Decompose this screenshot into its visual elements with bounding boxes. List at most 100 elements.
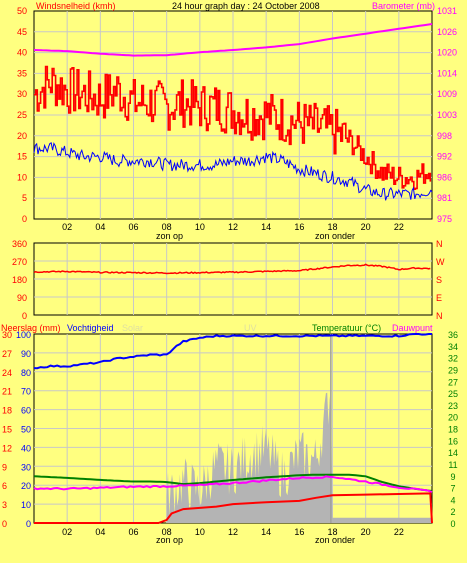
temperature-tick-label: 25 <box>448 389 458 399</box>
wind-x-tick-label: 16 <box>294 222 304 232</box>
wind-right-tick-label: 1020 <box>437 48 457 58</box>
climate-x-tick-label: 02 <box>62 527 72 537</box>
climate-x-ticks: 02 04 06 08 10 12 14 16 18 20 22 <box>62 527 404 537</box>
wind-x-tick-label: 22 <box>394 222 404 232</box>
wind-x-tick-label: 04 <box>95 222 105 232</box>
rain-line <box>34 492 433 524</box>
direction-left-tick-label: 90 <box>17 293 27 303</box>
rain-tick-label: 15 <box>2 425 12 435</box>
wind-right-tick-label: 992 <box>437 152 452 162</box>
direction-left-tick-label: 0 <box>22 311 27 321</box>
climate-x-tick-label: 18 <box>327 527 337 537</box>
wind-right-tick-label: 1014 <box>437 68 457 78</box>
climate-series <box>33 333 433 524</box>
wind-x-tick-label: 10 <box>195 222 205 232</box>
wind-left-tick-label: 45 <box>17 27 27 37</box>
wind-series <box>33 23 433 201</box>
wind-right-tick-label: 1031 <box>437 6 457 16</box>
wind-left-tick-label: 25 <box>17 110 27 120</box>
wind-right-tick-label: 1009 <box>437 89 457 99</box>
rain-tick-label: 12 <box>2 443 12 453</box>
wind-direction-line <box>33 263 431 275</box>
direction-right-tick-label: W <box>436 257 445 267</box>
direction-right-tick-label: E <box>436 293 442 303</box>
climate-x-tick-label: 14 <box>261 527 271 537</box>
temperature-tick-label: 20 <box>448 413 458 423</box>
climate-x-tick-label: 08 <box>162 527 172 537</box>
wind-speed-line <box>33 142 433 201</box>
wind-left-ticks: 0 5 10 15 20 25 30 35 40 45 50 <box>17 6 27 224</box>
rain-tick-label: 9 <box>2 462 7 472</box>
temperature-tick-label: 18 <box>448 425 458 435</box>
humidity-tick-label: 30 <box>21 462 31 472</box>
direction-left-tick-label: 270 <box>12 257 27 267</box>
humidity-tick-label: 10 <box>21 500 31 510</box>
humidity-tick-label: 80 <box>21 368 31 378</box>
wind-x-tick-label: 02 <box>62 222 72 232</box>
rain-tick-label: 18 <box>2 406 12 416</box>
uv-axis-label: UV <box>244 323 257 333</box>
humidity-tick-label: 0 <box>26 519 31 529</box>
solar-area <box>166 392 432 523</box>
climate-sunset-label: zon onder <box>315 535 355 545</box>
wind-x-tick-label: 12 <box>228 222 238 232</box>
climate-x-tick-label: 22 <box>394 527 404 537</box>
wind-x-tick-label: 18 <box>327 222 337 232</box>
humidity-tick-label: 70 <box>21 387 31 397</box>
wind-left-axis-label: Windsnelheid (kmh) <box>36 1 116 11</box>
direction-series <box>33 263 431 275</box>
climate-left-ticks: 0 3 6 9 12 15 18 21 24 27 30 <box>2 330 12 529</box>
humidity-tick-label: 100 <box>16 330 31 340</box>
wind-left-tick-label: 10 <box>17 172 27 182</box>
humidity-tick-label: 50 <box>21 425 31 435</box>
barometer-line <box>33 23 433 57</box>
wind-x-ticks: 02 04 06 08 10 12 14 16 18 20 22 <box>62 222 404 232</box>
temperature-tick-label: 11 <box>448 460 457 470</box>
direction-right-tick-label: S <box>436 275 442 285</box>
climate-sunrise-label: zon op <box>156 535 183 545</box>
humidity-axis-label: Vochtigheid <box>67 323 114 333</box>
temperature-axis-label: Temperatuur (°C) <box>312 323 381 333</box>
temperature-tick-label: 16 <box>448 436 458 446</box>
direction-grid <box>34 243 432 315</box>
wind-sunset-label: zon onder <box>315 231 355 241</box>
wind-x-tick-label: 20 <box>361 222 371 232</box>
temperature-tick-label: 36 <box>448 330 458 340</box>
wind-left-tick-label: 35 <box>17 68 27 78</box>
rain-tick-label: 3 <box>2 500 7 510</box>
wind-x-tick-label: 08 <box>162 222 172 232</box>
wind-x-tick-label: 14 <box>261 222 271 232</box>
dewpoint-line <box>33 475 433 494</box>
temperature-tick-label: 29 <box>448 365 458 375</box>
chart-title: 24 hour graph day : 24 October 2008 <box>172 1 320 11</box>
climate-x-tick-label: 06 <box>128 527 138 537</box>
temperature-tick-label: 32 <box>448 354 458 364</box>
direction-left-ticks: 0 90 180 270 360 <box>12 239 27 321</box>
dewpoint-axis-label: Dauwpunt <box>392 323 433 333</box>
rain-tick-label: 6 <box>2 481 7 491</box>
rain-tick-label: 0 <box>2 519 7 529</box>
temperature-tick-label: 27 <box>448 377 458 387</box>
rain-tick-label: 24 <box>2 368 12 378</box>
wind-sunrise-label: zon op <box>156 231 183 241</box>
wind-left-tick-label: 40 <box>17 48 27 58</box>
climate-x-tick-label: 04 <box>95 527 105 537</box>
rain-tick-label: 27 <box>2 349 12 359</box>
wind-right-axis-label: Barometer (mb) <box>372 1 435 11</box>
climate-x-tick-label: 16 <box>294 527 304 537</box>
temperature-tick-label: 34 <box>448 342 458 352</box>
wind-right-tick-label: 981 <box>437 193 452 203</box>
wind-panel: 0 5 10 15 20 25 30 35 40 45 50 975 981 986 992 998 1003… <box>17 1 457 241</box>
climate-x-tick-label: 12 <box>228 527 238 537</box>
temperature-tick-label: 4 <box>450 495 455 505</box>
rain-axis-label: Neerslag (mm) <box>1 323 61 333</box>
wind-left-tick-label: 30 <box>17 89 27 99</box>
wind-right-tick-label: 1003 <box>437 110 457 120</box>
wind-left-tick-label: 20 <box>17 131 27 141</box>
solar-axis-label: Solar <box>122 323 143 333</box>
wind-gust-line <box>34 65 432 190</box>
